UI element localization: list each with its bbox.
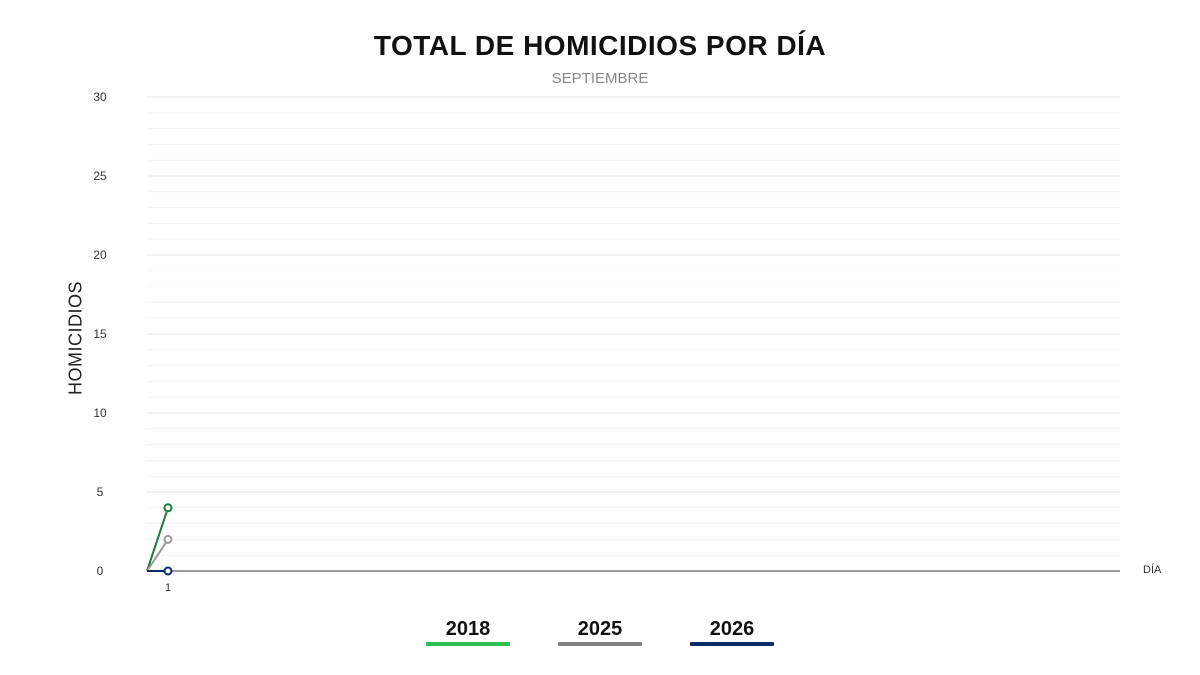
x-tick-label: 1 [165, 582, 171, 594]
series-line-2018 [146, 507, 169, 572]
legend-label: 2025 [577, 618, 623, 640]
legend: 2018 2025 2026 [0, 618, 1200, 658]
legend-swatch [558, 642, 642, 646]
data-point-2018 [163, 503, 173, 513]
y-tick-label: 25 [93, 169, 107, 183]
legend-swatch [690, 642, 774, 646]
y-tick-label: 10 [93, 406, 107, 420]
y-tick-label: 30 [93, 90, 107, 104]
legend-item-2026: 2026 [690, 618, 774, 646]
series-line-2025 [146, 538, 169, 572]
x-axis-label: DÍA [1143, 563, 1162, 576]
legend-item-2025: 2025 [558, 618, 642, 646]
legend-label: 2026 [709, 618, 755, 640]
chart-title: TOTAL DE HOMICIDIOS POR DÍA [373, 30, 827, 61]
data-point-2025 [163, 534, 173, 544]
y-tick-label: 5 [97, 485, 104, 499]
y-tick-label: 20 [93, 248, 107, 262]
legend-label: 2018 [445, 618, 491, 640]
legend-item-2018: 2018 [426, 618, 510, 646]
chart-subtitle: SEPTIEMBRE [551, 70, 649, 87]
y-tick-label: 15 [93, 327, 107, 341]
y-tick-label: 0 [97, 564, 104, 578]
data-point-2026 [163, 566, 173, 576]
legend-swatch [426, 642, 510, 646]
